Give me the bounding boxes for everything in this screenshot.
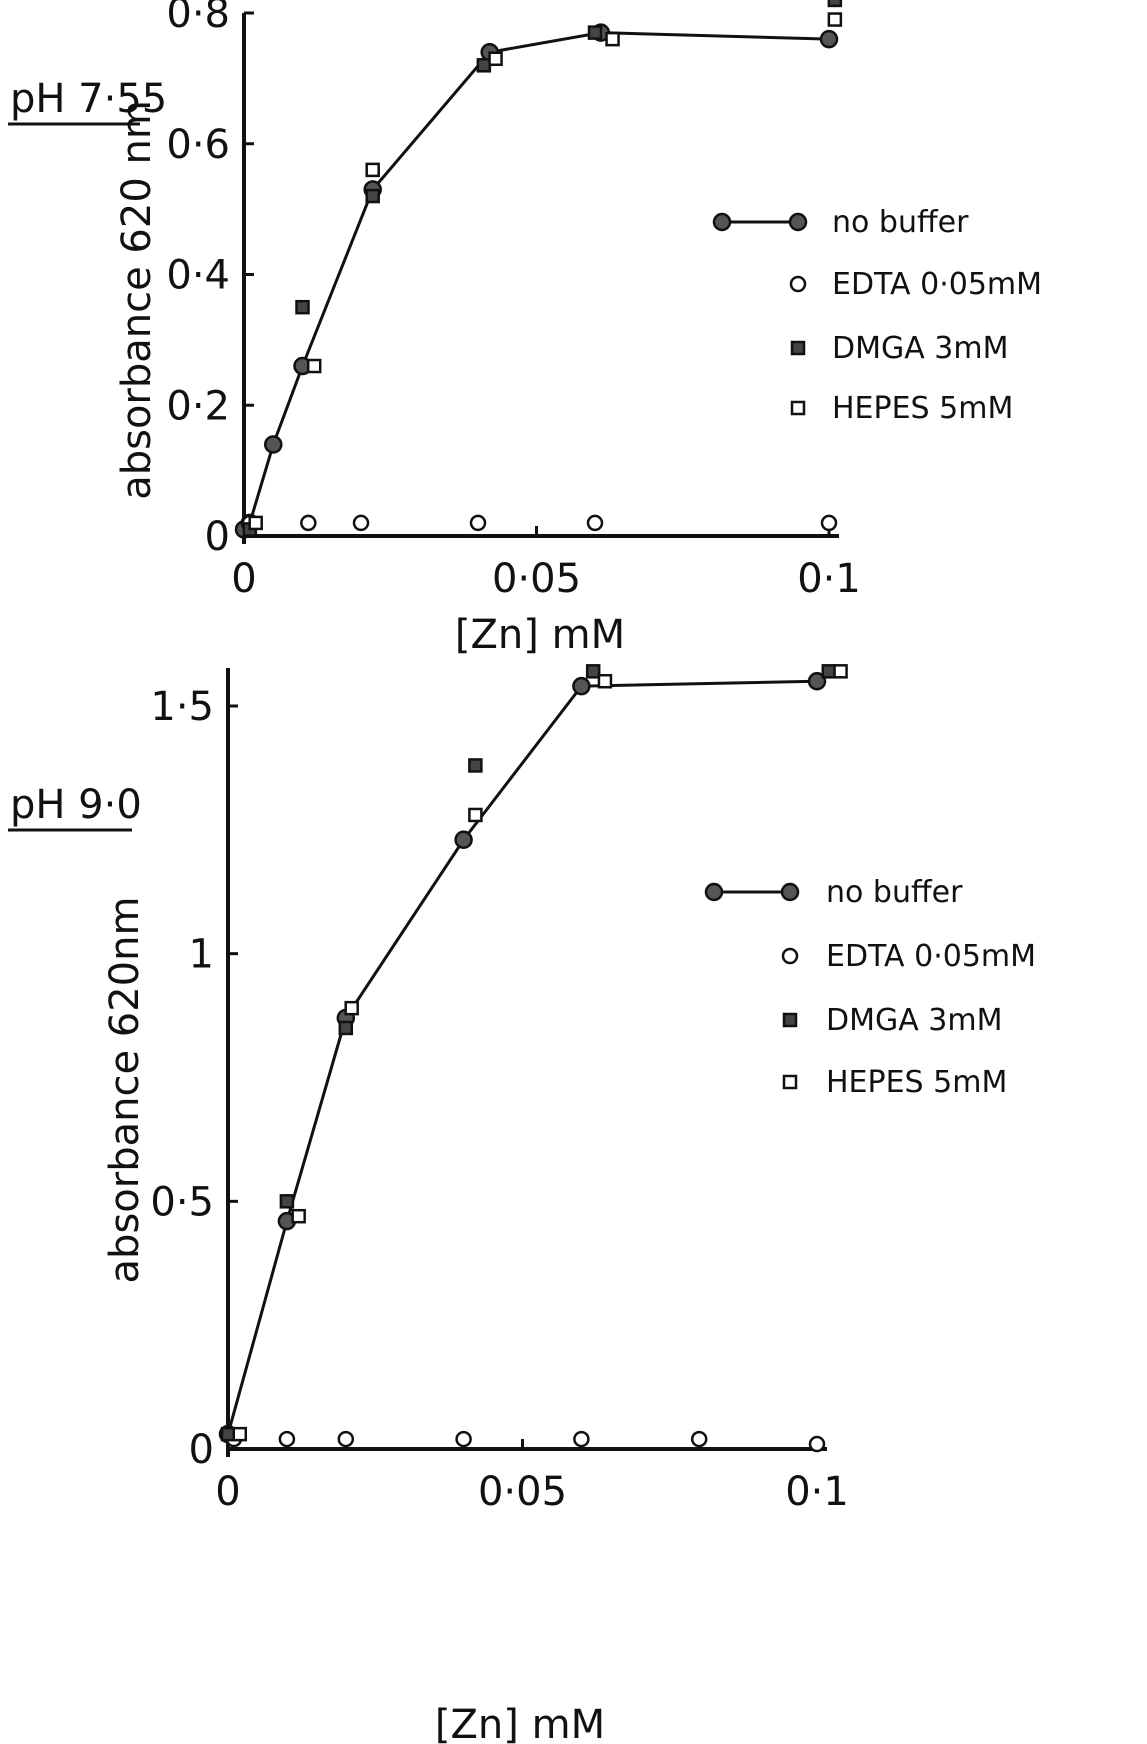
y-axis-label: absorbance 620nm — [102, 897, 148, 1284]
data-point — [278, 1430, 296, 1448]
y-tick-label: 0·5 — [150, 1179, 214, 1225]
x-axis-label: [Zn] mM — [455, 612, 625, 658]
x-tick-label: 0·1 — [797, 556, 861, 602]
data-point — [586, 514, 604, 532]
legend-marker — [712, 212, 732, 232]
legend-marker — [790, 340, 806, 356]
legend-label: EDTA 0·05mM — [832, 267, 1042, 302]
chart-panel-2: 0 0·05 0·1 0 0·5 1 1·5 pH 9·0 absorbance 620nm [Z… — [8, 664, 1036, 1744]
data-point — [220, 1426, 236, 1442]
legend-marker — [782, 1074, 798, 1090]
data-point — [833, 664, 848, 679]
y-tick-label: 0 — [205, 514, 230, 560]
data-point — [585, 664, 601, 679]
legend-marker — [782, 1012, 798, 1028]
data-point — [587, 25, 603, 40]
legend-label: DMGA 3mM — [826, 1003, 1002, 1038]
legend-marker — [790, 400, 806, 416]
data-point — [454, 830, 473, 849]
data-point — [819, 29, 839, 49]
x-tick-label: 0·05 — [478, 1469, 567, 1515]
legend-marker — [704, 882, 724, 902]
x-tick-label: 0·1 — [785, 1469, 849, 1515]
data-point — [352, 514, 370, 532]
y-tick-label: 0 — [189, 1427, 214, 1473]
legend-label: HEPES 5mM — [826, 1065, 1007, 1100]
legend-marker — [781, 947, 799, 965]
data-point — [344, 1000, 359, 1016]
data-point — [468, 807, 483, 823]
data-point — [295, 299, 310, 315]
data-point — [365, 162, 380, 178]
data-point — [573, 1430, 590, 1448]
data-point — [306, 358, 322, 374]
legend-marker — [789, 275, 807, 293]
data-point — [605, 31, 620, 47]
data-point — [232, 1426, 248, 1442]
data-point — [597, 673, 613, 689]
y-tick-label: 0·4 — [166, 253, 230, 299]
y-tick-label: 0·6 — [166, 122, 230, 168]
legend-label: EDTA 0·05mM — [826, 939, 1036, 974]
y-tick-label: 0·8 — [166, 0, 230, 37]
series-line — [226, 679, 818, 1435]
data-point — [808, 1435, 826, 1453]
legend-label: no buffer — [826, 875, 963, 910]
y-tick-label: 0·2 — [166, 383, 230, 429]
data-point — [827, 0, 843, 8]
panel-label: pH 7·55 — [10, 76, 167, 122]
data-point — [291, 1208, 306, 1224]
y-tick-label: 1·5 — [150, 684, 214, 730]
series-2 — [241, 514, 838, 532]
data-point — [338, 1020, 354, 1036]
data-point — [572, 676, 591, 696]
data-point — [365, 188, 380, 204]
x-axis-label: [Zn] mM — [435, 1702, 605, 1744]
data-point — [279, 1194, 295, 1209]
data-point — [807, 671, 827, 691]
legend-label: DMGA 3mM — [832, 331, 1008, 366]
data-point — [469, 514, 487, 532]
series-1 — [234, 23, 839, 539]
data-point — [248, 515, 263, 531]
data-point — [690, 1430, 708, 1448]
data-point — [820, 514, 838, 532]
data-point — [337, 1430, 355, 1448]
legend-label: no buffer — [832, 205, 969, 240]
y-tick-label: 1 — [189, 932, 214, 978]
series-3 — [220, 664, 837, 1442]
series-3 — [242, 0, 843, 537]
series-1 — [218, 671, 827, 1444]
series-4 — [248, 12, 843, 531]
data-point — [264, 435, 283, 454]
series-4 — [232, 664, 848, 1442]
legend-label: HEPES 5mM — [832, 391, 1013, 426]
data-point — [455, 1430, 472, 1448]
data-point — [300, 514, 317, 532]
series-2 — [225, 1430, 826, 1453]
x-tick-label: 0 — [231, 556, 256, 602]
x-tick-label: 0·05 — [492, 556, 581, 602]
data-point — [488, 51, 503, 67]
data-point — [827, 12, 843, 27]
series-line — [242, 31, 830, 531]
data-point — [476, 58, 492, 73]
y-axis-label: absorbance 620 nm — [114, 100, 160, 500]
panel-label: pH 9·0 — [10, 782, 142, 828]
data-point — [821, 664, 837, 679]
legend-marker — [788, 212, 808, 232]
x-tick-label: 0 — [215, 1469, 240, 1515]
data-point — [468, 758, 483, 773]
legend-marker — [780, 882, 800, 902]
